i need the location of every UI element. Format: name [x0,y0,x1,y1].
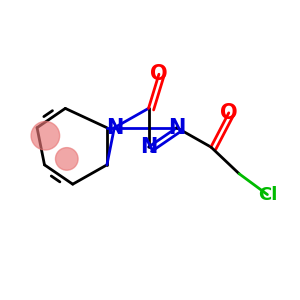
Text: N: N [168,118,185,138]
Text: Cl: Cl [258,186,277,204]
Text: N: N [106,118,123,138]
Text: N: N [140,137,157,157]
Text: O: O [150,64,168,84]
Circle shape [56,148,78,170]
Text: O: O [220,103,238,123]
Circle shape [31,122,60,150]
